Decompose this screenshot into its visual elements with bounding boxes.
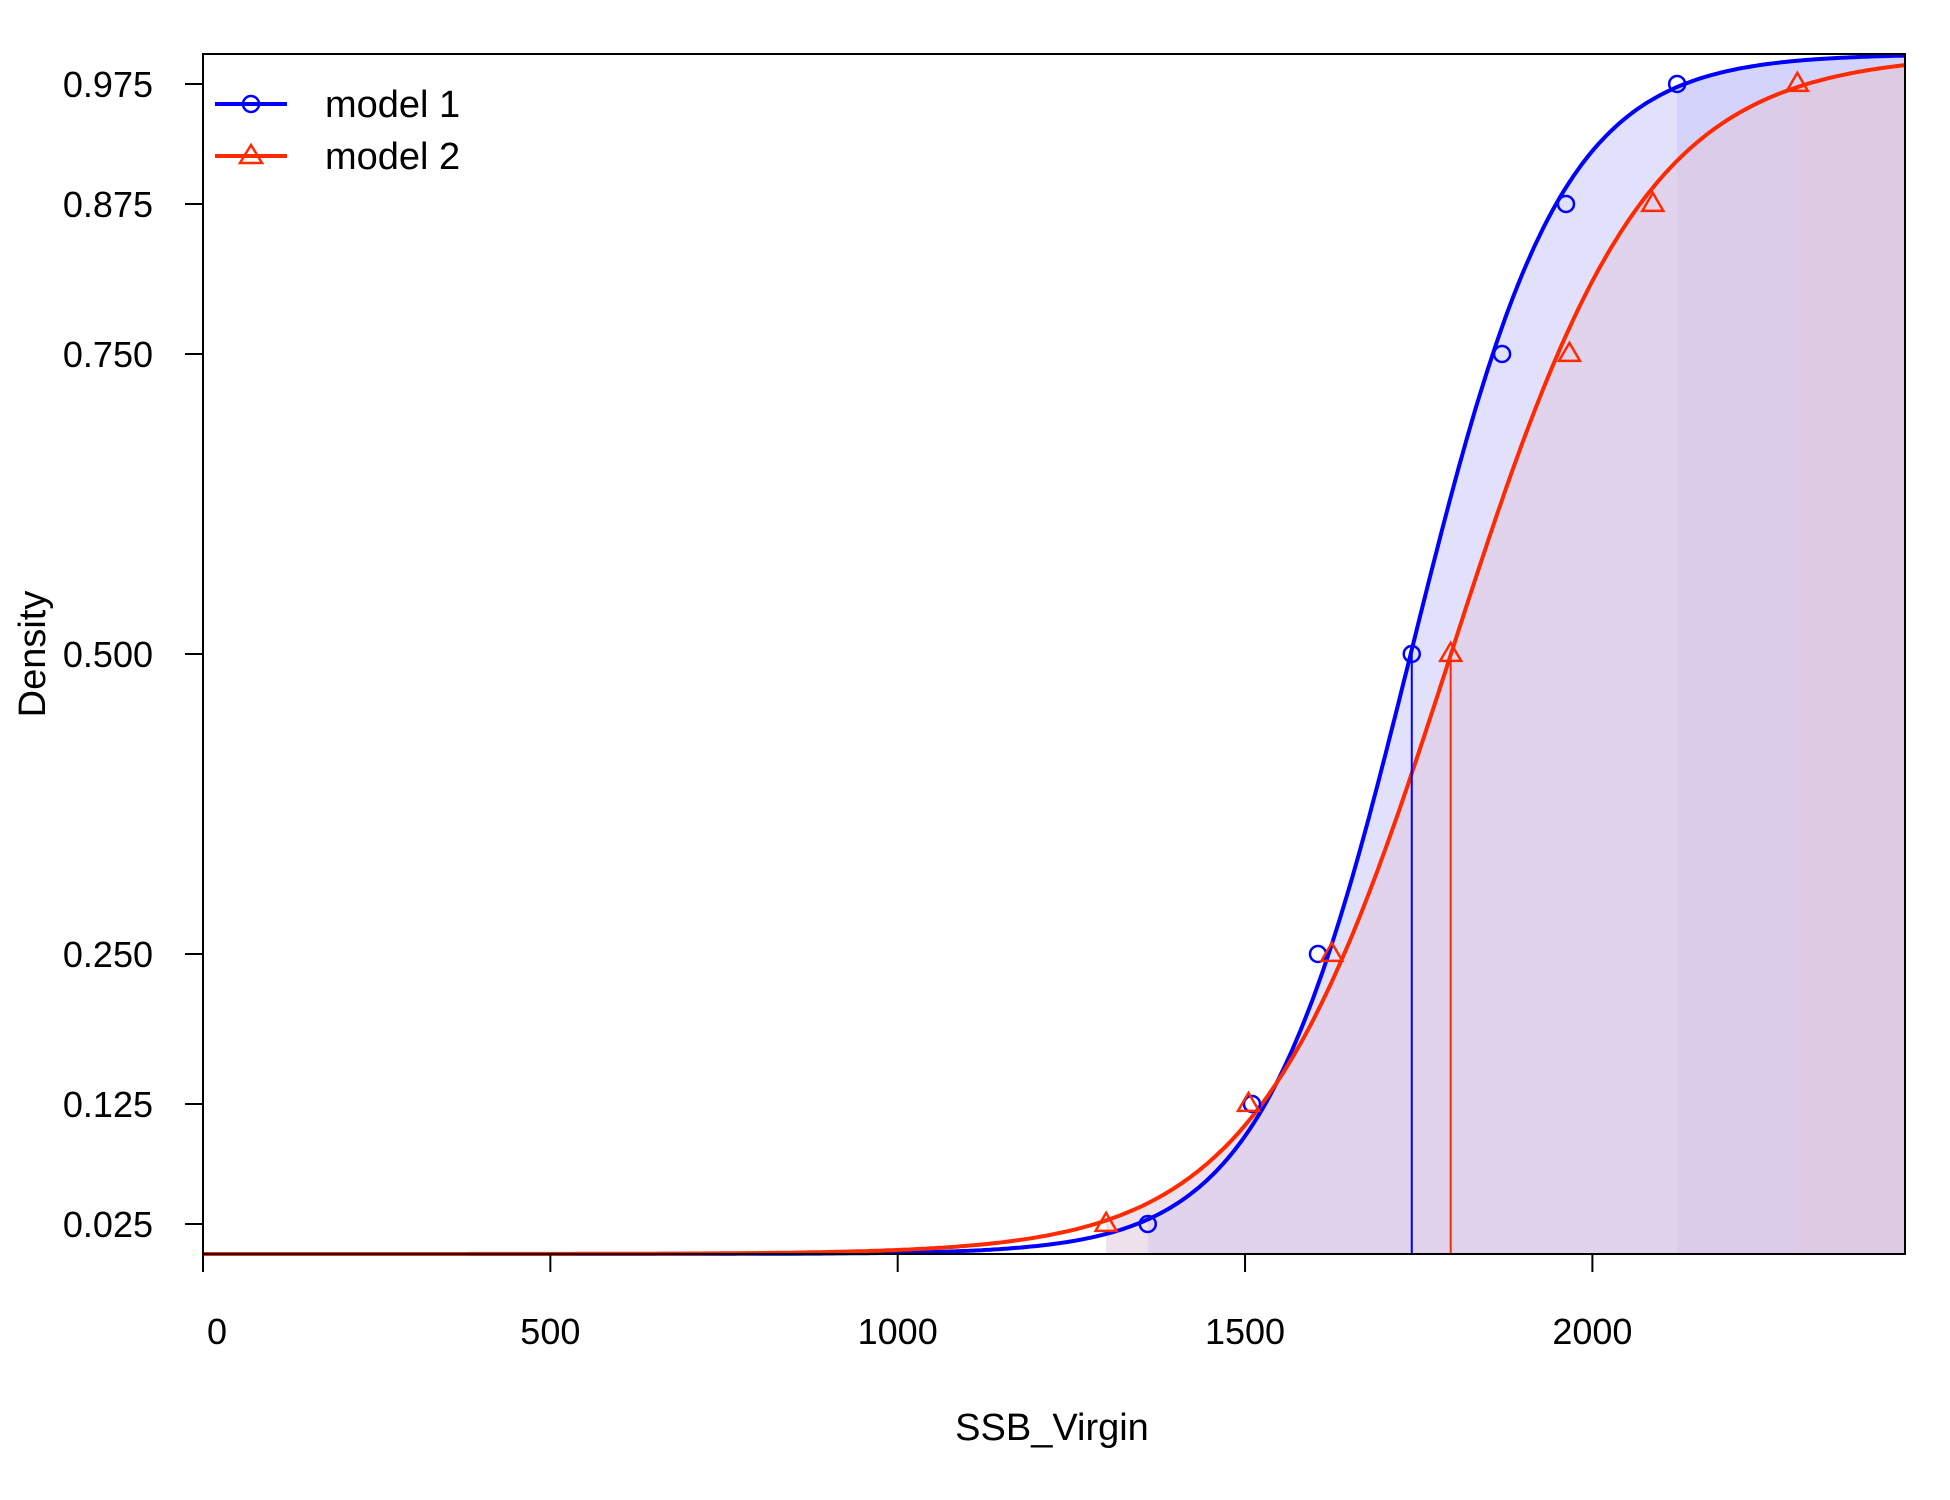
marker-point — [1235, 1090, 1262, 1113]
marker-point — [1667, 74, 1687, 94]
x-tick-label: 500 — [520, 1311, 580, 1352]
quantile-fills — [1106, 55, 1905, 1255]
legend-marker — [237, 142, 265, 165]
x-axis: 0 500 1000 1500 2000 — [202, 1253, 1632, 1352]
series-fill-2 — [1106, 65, 1905, 1255]
y-axis-title: Density — [12, 591, 54, 718]
legend-marker — [241, 94, 261, 114]
median-lines — [1410, 654, 1452, 1254]
x-tick-label: 2000 — [1552, 1311, 1632, 1352]
marker-point — [1556, 340, 1583, 363]
legend-label: model 1 — [325, 84, 460, 126]
marker-point — [1402, 644, 1422, 664]
marker-point — [1437, 640, 1464, 663]
marker-point — [1138, 1214, 1158, 1234]
marker-point — [1093, 1210, 1119, 1233]
series-tail-fill-2 — [1797, 65, 1905, 1255]
y-tick-label: 0.250 — [63, 934, 153, 975]
legend-label: model 2 — [325, 136, 460, 178]
y-tick-label: 0.125 — [63, 1084, 153, 1125]
x-axis-title: SSB_Virgin — [955, 1407, 1149, 1449]
marker-point — [1492, 344, 1512, 364]
x-tick-label: 1500 — [1205, 1311, 1285, 1352]
marker-point — [1556, 194, 1576, 214]
y-tick-label: 0.975 — [63, 64, 153, 105]
y-axis: 0.025 0.125 0.250 0.500 0.750 0.875 0.975 — [63, 64, 203, 1245]
marker-point — [1640, 190, 1666, 213]
marker-point — [1784, 70, 1810, 93]
y-tick-label: 0.025 — [63, 1204, 153, 1245]
marker-point — [1319, 940, 1345, 963]
quantile-markers — [1093, 70, 1810, 1234]
x-tick-label: 1000 — [858, 1311, 938, 1352]
x-tick-label: 0 — [207, 1311, 227, 1352]
y-tick-label: 0.500 — [63, 634, 153, 675]
y-tick-label: 0.875 — [63, 184, 153, 225]
y-tick-label: 0.750 — [63, 334, 153, 375]
legend: model 1 model 2 — [215, 84, 460, 178]
